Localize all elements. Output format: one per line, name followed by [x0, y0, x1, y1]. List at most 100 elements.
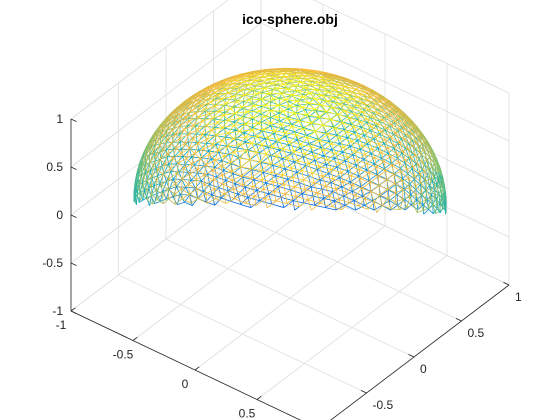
mesh-edge	[155, 169, 159, 181]
mesh-edge	[329, 195, 340, 200]
mesh-edge	[319, 140, 332, 145]
mesh-edge	[272, 83, 278, 89]
mesh-edge	[161, 184, 169, 190]
mesh-edge	[368, 172, 379, 177]
mesh-edge	[217, 140, 223, 151]
mesh-edge	[318, 116, 324, 126]
mesh-edge	[349, 95, 358, 103]
mesh-edge	[230, 101, 238, 109]
mesh-edge	[234, 176, 243, 185]
mesh-edge	[396, 153, 406, 161]
mesh-edge	[189, 163, 193, 175]
mesh-edge	[283, 111, 289, 119]
mesh-edge	[186, 158, 193, 165]
mesh-edge	[352, 91, 359, 98]
mesh-edge	[427, 174, 430, 186]
mesh-edge	[141, 167, 146, 174]
mesh-edge	[143, 167, 146, 177]
mesh-edge	[252, 186, 255, 197]
mesh-edge	[393, 171, 401, 175]
mesh-edge	[223, 163, 232, 171]
mesh-edge	[155, 148, 164, 156]
mesh-edge	[355, 159, 364, 166]
mesh-edge	[203, 89, 213, 95]
mesh-edge	[163, 198, 170, 205]
mesh-edge	[182, 178, 189, 185]
mesh-edge	[364, 90, 368, 93]
mesh-edge	[216, 177, 220, 188]
mesh-edge	[351, 107, 363, 113]
mesh-edge	[339, 156, 348, 164]
mesh-edge	[279, 116, 289, 122]
mesh-edge	[374, 152, 382, 159]
mesh-edge	[200, 105, 205, 110]
mesh-edge	[362, 111, 374, 117]
mesh-edge	[347, 131, 355, 138]
mesh-edge	[221, 197, 232, 202]
mesh-edge	[227, 144, 240, 147]
mesh-edge	[298, 90, 304, 98]
mesh-edge	[357, 102, 364, 106]
mesh-edge	[304, 153, 309, 164]
mesh-edge	[298, 120, 311, 124]
mesh-edge	[272, 181, 284, 185]
mesh-edge	[411, 168, 415, 180]
mesh-edge	[379, 188, 388, 196]
mesh-edge	[331, 149, 343, 153]
mesh-edge	[283, 183, 295, 188]
mesh-edge	[328, 77, 340, 80]
mesh-edge	[188, 179, 197, 185]
mesh-edge	[191, 102, 199, 111]
mesh-edge	[166, 124, 170, 128]
mesh-edge	[398, 118, 408, 126]
mesh-edge	[294, 179, 304, 188]
mesh-edge	[385, 107, 391, 115]
mesh-edge	[212, 110, 220, 119]
mesh-edge	[406, 124, 413, 134]
mesh-edge	[251, 142, 262, 146]
mesh-edge	[327, 100, 334, 108]
mesh-edge	[284, 168, 289, 180]
mesh-edge	[291, 94, 297, 102]
mesh-edge	[332, 107, 339, 115]
mesh-edge	[210, 98, 222, 103]
mesh-edge	[370, 181, 380, 187]
mesh-edge	[175, 143, 185, 149]
mesh-edge	[216, 132, 228, 136]
mesh-edge	[164, 153, 169, 165]
mesh-edge	[323, 143, 332, 151]
mesh-edge	[334, 128, 341, 138]
mesh-edge	[400, 168, 404, 179]
mesh-edge	[364, 130, 376, 137]
mesh-edge	[310, 202, 321, 211]
mesh-edge	[328, 83, 335, 86]
mesh-edge	[296, 77, 302, 83]
mesh-edge	[360, 172, 370, 180]
mesh-edge	[259, 193, 270, 202]
mesh-edge	[144, 167, 149, 173]
mesh-edge	[197, 172, 202, 182]
mesh-edge	[222, 170, 232, 176]
mesh-edge	[315, 98, 322, 106]
mesh-edge	[151, 189, 157, 196]
mesh-edge	[272, 181, 275, 192]
mesh-edge	[273, 133, 277, 142]
mesh-edge	[400, 171, 403, 181]
mesh-edge	[421, 180, 427, 184]
z-tick-label: 1	[56, 112, 63, 126]
mesh-edge	[237, 194, 242, 205]
mesh-edge	[201, 133, 208, 140]
mesh-edge	[435, 203, 438, 214]
mesh-edge	[370, 153, 382, 159]
mesh-edge	[431, 180, 435, 191]
mesh-edge	[417, 127, 424, 135]
mesh-edge	[319, 75, 331, 80]
mesh-edge	[328, 173, 340, 179]
mesh-edge	[349, 117, 361, 123]
mesh-edge	[369, 135, 376, 142]
mesh-edge	[161, 194, 164, 204]
mesh-edge	[323, 80, 329, 86]
mesh-edge	[322, 175, 333, 180]
mesh-edge	[325, 185, 337, 190]
mesh-edge	[432, 195, 435, 207]
